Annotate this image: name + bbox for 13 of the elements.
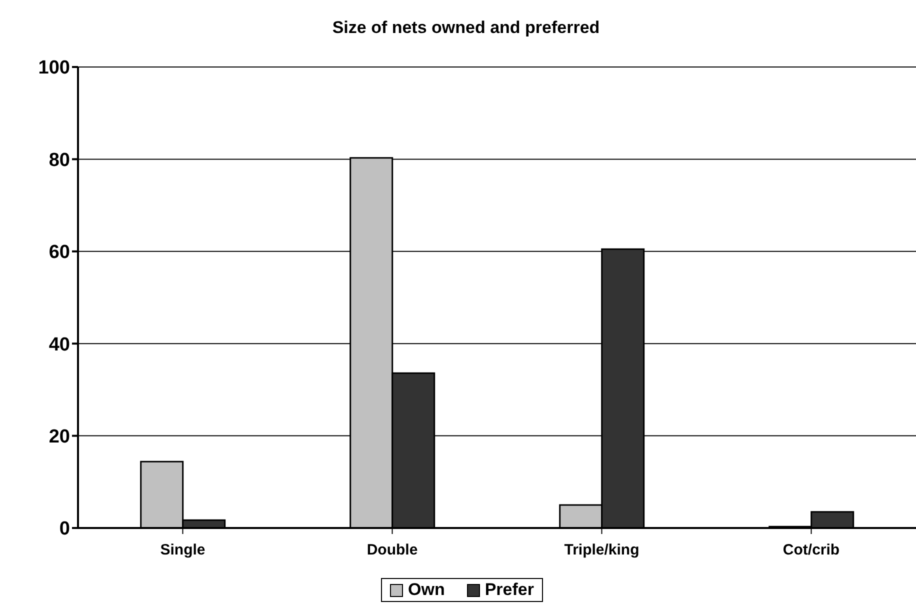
y-tick-label: 60 — [48, 242, 70, 264]
y-tick-label: 40 — [48, 334, 70, 356]
x-tick-label: Triple/king — [564, 542, 640, 559]
y-tick-label: 100 — [38, 58, 70, 79]
chart-title: Size of nets owned and preferred — [331, 18, 601, 38]
y-tick-label: 80 — [48, 150, 70, 171]
x-tick-label: Single — [160, 542, 206, 559]
legend-label: Own — [407, 580, 445, 600]
x-tick-label: Double — [366, 542, 418, 559]
x-tick-label: Cot/crib — [782, 542, 840, 559]
y-tick-label: 0 — [59, 518, 70, 540]
legend-label: Prefer — [484, 580, 534, 600]
y-tick-label: 20 — [48, 426, 70, 448]
